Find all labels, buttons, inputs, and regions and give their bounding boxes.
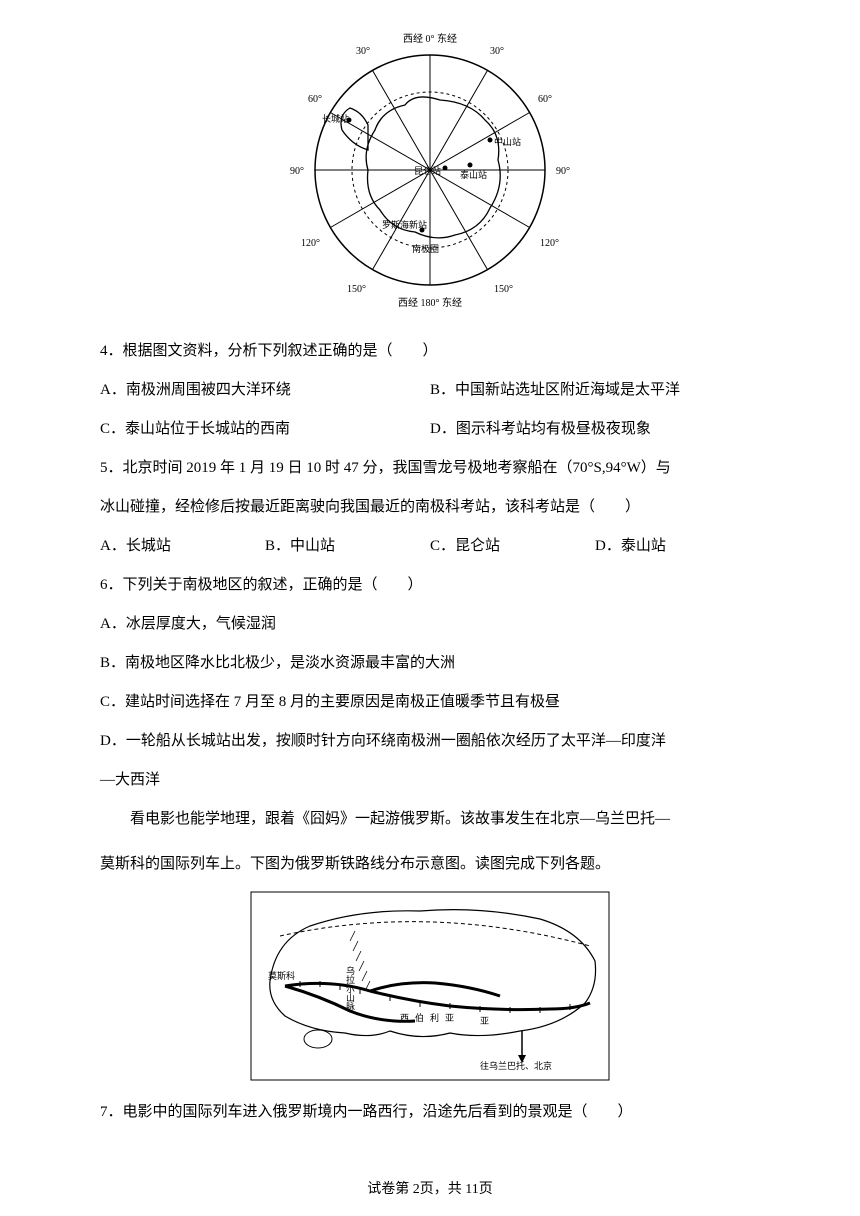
label-changcheng: 长城站 (322, 113, 349, 124)
passage-line1: 看电影也能学地理，跟着《囧妈》一起游俄罗斯。该故事发生在北京—乌兰巴托— (100, 803, 760, 836)
russia-map-svg: 莫斯科 乌拉尔山脉 西伯利亚 亚 往乌兰巴托、北京 (250, 891, 610, 1081)
q6-option-c: C．建站时间选择在 7 月至 8 月的主要原因是南极正值暖季节且有极昼 (100, 686, 760, 719)
label-ya: 亚 (480, 1016, 489, 1026)
label-west-siberia: 西伯利亚 (400, 1012, 460, 1023)
label-zhongshan: 中山站 (494, 136, 521, 147)
russia-map-figure: 莫斯科 乌拉尔山脉 西伯利亚 亚 往乌兰巴托、北京 (100, 891, 760, 1086)
q4-options-row2: C．泰山站位于长城站的西南 D．图示科考站均有极昼极夜现象 (100, 413, 760, 446)
svg-text:30°: 30° (490, 46, 504, 57)
q4-option-a: A．南极洲周围被四大洋环绕 (100, 374, 430, 407)
q4-option-b: B．中国新站选址区附近海域是太平洋 (430, 374, 760, 407)
svg-text:120°: 120° (301, 238, 320, 249)
q4-option-c: C．泰山站位于长城站的西南 (100, 413, 430, 446)
label-nanjiquan: 南极圈 (412, 243, 439, 254)
q4-option-d: D．图示科考站均有极昼极夜现象 (430, 413, 760, 446)
q4-options-row1: A．南极洲周围被四大洋环绕 B．中国新站选址区附近海域是太平洋 (100, 374, 760, 407)
label-ural: 乌拉尔山脉 (345, 965, 355, 1011)
top-axis-label: 西经 0° 东经 (403, 32, 457, 45)
q6-option-a: A．冰层厚度大，气候湿润 (100, 608, 760, 641)
svg-text:90°: 90° (556, 166, 570, 177)
q5-option-c: C．昆仑站 (430, 530, 595, 563)
label-to-beijing: 往乌兰巴托、北京 (480, 1060, 552, 1071)
q5-option-a: A．长城站 (100, 530, 265, 563)
label-kunlun: 昆仑站 (414, 165, 441, 176)
q6-option-b: B．南极地区降水比北极少，是淡水资源最丰富的大洲 (100, 647, 760, 680)
q4-stem: 4．根据图文资料，分析下列叙述正确的是（ ） (100, 335, 760, 368)
page-footer: 试卷第 2页，共 11页 (0, 1178, 860, 1198)
q7-stem: 7．电影中的国际列车进入俄罗斯境内一路西行，沿途先后看到的景观是（ ） (100, 1096, 760, 1129)
antarctica-map-svg: 长城站 中山站 昆仑站 泰山站 罗斯海新站 南极圈 西经 0° 东经 西经 18… (290, 30, 570, 310)
svg-text:90°: 90° (290, 166, 304, 177)
q5-option-d: D．泰山站 (595, 530, 760, 563)
antarctica-map-figure: 长城站 中山站 昆仑站 泰山站 罗斯海新站 南极圈 西经 0° 东经 西经 18… (100, 30, 760, 315)
q6-option-d-line1: D．一轮船从长城站出发，按顺时针方向环绕南极洲一圈船依次经历了太平洋—印度洋 (100, 725, 760, 758)
svg-text:150°: 150° (494, 284, 513, 295)
q5-options-row: A．长城站 B．中山站 C．昆仑站 D．泰山站 (100, 530, 760, 563)
svg-text:60°: 60° (308, 94, 322, 105)
label-taishan: 泰山站 (460, 169, 487, 180)
label-moscow: 莫斯科 (268, 970, 295, 981)
q5-stem-line1: 5．北京时间 2019 年 1 月 19 日 10 时 47 分，我国雪龙号极地… (100, 452, 760, 485)
q6-option-d-line2: —大西洋 (100, 764, 760, 797)
svg-text:120°: 120° (540, 238, 559, 249)
q5-stem-line2: 冰山碰撞，经检修后按最近距离驶向我国最近的南极科考站，该科考站是（ ） (100, 491, 760, 524)
label-ross: 罗斯海新站 (382, 219, 427, 230)
passage-line2: 莫斯科的国际列车上。下图为俄罗斯铁路线分布示意图。读图完成下列各题。 (100, 848, 760, 881)
bottom-axis-label: 西经 180° 东经 (398, 296, 462, 309)
svg-text:60°: 60° (538, 94, 552, 105)
q5-option-b: B．中山站 (265, 530, 430, 563)
svg-text:30°: 30° (356, 46, 370, 57)
q6-stem: 6．下列关于南极地区的叙述，正确的是（ ） (100, 569, 760, 602)
svg-text:150°: 150° (347, 284, 366, 295)
